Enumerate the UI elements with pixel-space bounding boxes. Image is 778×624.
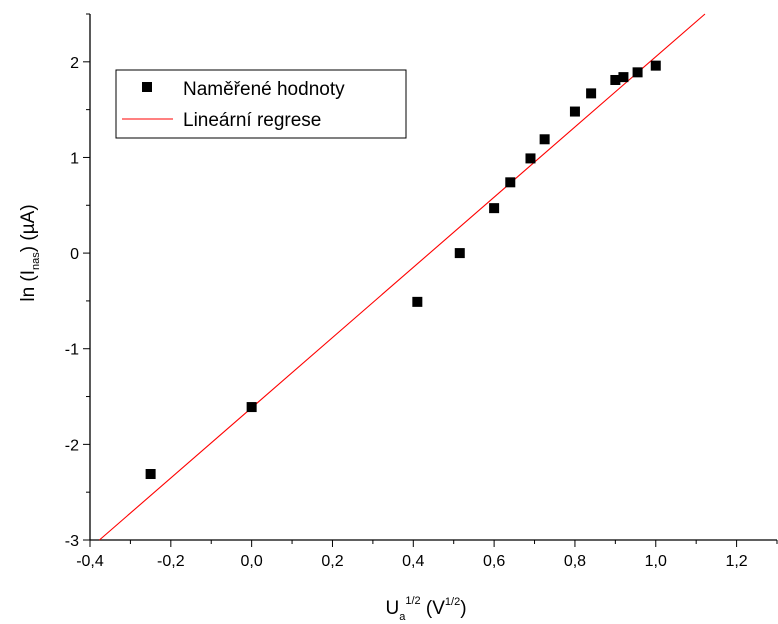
legend-box bbox=[115, 69, 407, 139]
x-tick-label: 1,0 bbox=[645, 553, 667, 570]
x-tick-label: -0,2 bbox=[157, 553, 185, 570]
axes bbox=[89, 14, 777, 541]
y-tick-label: 2 bbox=[70, 55, 79, 72]
regression-line bbox=[99, 13, 706, 541]
legend-label-measured: Naměřené hodnoty bbox=[183, 79, 345, 100]
x-axis-label-rest-sup: 1/2 bbox=[445, 596, 460, 608]
data-point bbox=[618, 72, 629, 83]
y-axis-label: ln (Inas) (µA) bbox=[18, 204, 42, 301]
data-point bbox=[246, 402, 257, 413]
data-point bbox=[145, 469, 156, 480]
y-tick-label: -3 bbox=[65, 533, 79, 550]
data-point bbox=[569, 106, 580, 117]
ticks: -0,4 -0,2 0,0 0,2 0,4 0,6 0,8 1,0 1,2 -3 -2 -1 0 1 2 bbox=[65, 13, 778, 570]
data-point bbox=[586, 88, 597, 99]
y-tick-label: -2 bbox=[65, 437, 79, 454]
data-point bbox=[632, 67, 643, 78]
x-tick-label: 0,6 bbox=[483, 553, 505, 570]
plot-area bbox=[99, 13, 706, 541]
y-tick-label: 1 bbox=[70, 150, 79, 167]
y-axis-label-main: ln (I bbox=[18, 270, 39, 302]
y-tick-label: 0 bbox=[70, 246, 79, 263]
x-axis-label-rest-open: (V bbox=[421, 598, 446, 619]
y-axis-label-rest: ) (µA) bbox=[18, 204, 39, 252]
data-point bbox=[412, 296, 423, 307]
data-point bbox=[650, 60, 661, 71]
x-tick-label: 0,0 bbox=[241, 553, 263, 570]
x-tick-label: 0,2 bbox=[321, 553, 343, 570]
legend-label-regression: Lineární regrese bbox=[183, 110, 321, 131]
data-point bbox=[539, 134, 550, 145]
x-tick-label: -0,4 bbox=[76, 553, 104, 570]
legend-marker-measured bbox=[142, 82, 152, 92]
x-tick-label: 1,2 bbox=[725, 553, 747, 570]
data-point bbox=[610, 74, 621, 85]
x-tick-label: 0,8 bbox=[564, 553, 586, 570]
legend: Naměřené hodnoty Lineární regrese bbox=[115, 69, 407, 139]
y-axis-label-sub: nas bbox=[30, 252, 42, 270]
x-axis-label: Ua 1/2 (V1/2) bbox=[385, 595, 466, 623]
data-point bbox=[454, 248, 465, 259]
y-tick-label: -1 bbox=[65, 342, 79, 359]
x-tick-label: 0,4 bbox=[402, 553, 424, 570]
data-point bbox=[505, 177, 516, 188]
x-axis-label-sup: 1/2 bbox=[405, 595, 420, 607]
data-point bbox=[489, 203, 500, 214]
x-axis-label-main: U bbox=[385, 598, 399, 619]
data-point bbox=[525, 153, 536, 164]
x-axis-label-sub: a bbox=[399, 611, 406, 623]
x-axis-label-rest-close: ) bbox=[460, 598, 466, 619]
